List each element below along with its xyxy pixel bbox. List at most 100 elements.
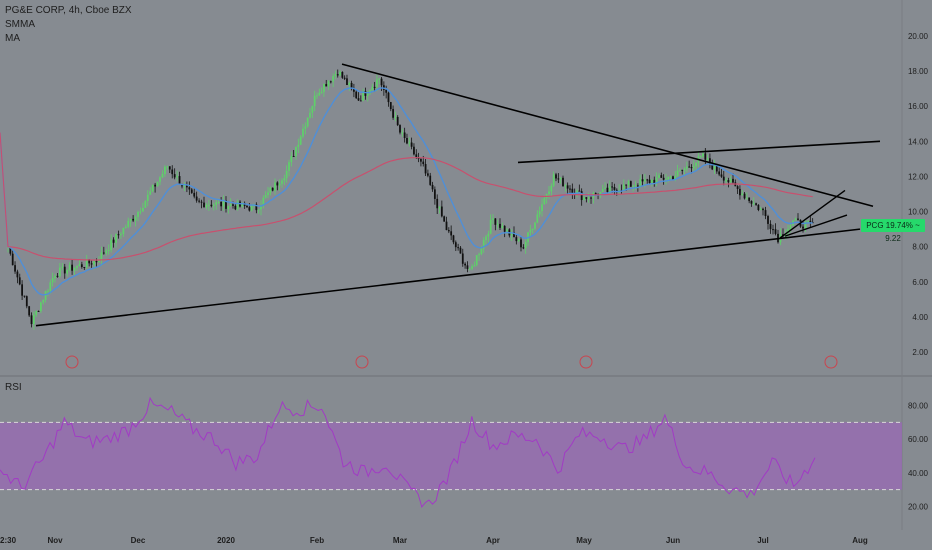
candle-body	[56, 275, 59, 277]
candle-body	[566, 185, 569, 189]
candle-body	[718, 171, 721, 175]
candle-body	[732, 178, 734, 183]
candle-body	[215, 202, 218, 205]
indicator-ma-label[interactable]: MA	[5, 33, 20, 44]
candle-body	[406, 138, 408, 144]
earnings-event-icon	[355, 355, 369, 369]
trendline	[517, 140, 881, 164]
candle-body	[606, 187, 609, 193]
candle-body	[750, 201, 753, 204]
candle-body	[690, 167, 693, 169]
candle-body	[665, 179, 667, 181]
candle-body	[76, 266, 78, 268]
candle-body	[246, 205, 248, 208]
candle-body	[550, 185, 553, 192]
candle-body	[454, 242, 457, 248]
candle-body	[722, 176, 725, 181]
candle-body	[681, 169, 684, 171]
price-tick-label: 4.00	[912, 313, 928, 322]
price-tick-label: 8.00	[912, 243, 928, 252]
candle-body	[669, 176, 672, 178]
candle-body	[217, 202, 220, 204]
candle-body	[487, 233, 490, 237]
candle-body	[625, 184, 628, 186]
smma-line	[0, 87, 813, 296]
candle-body	[688, 166, 691, 168]
candle-body	[234, 205, 237, 210]
candle-body	[755, 203, 757, 205]
candle-body	[295, 146, 297, 157]
time-tick-label: Nov	[47, 536, 63, 545]
candle-body	[176, 176, 179, 178]
candle-body	[144, 200, 147, 208]
candle-body	[627, 181, 630, 186]
candle-body	[124, 226, 127, 229]
candle-body	[313, 95, 316, 107]
candle-body	[562, 177, 564, 187]
candle-body	[195, 196, 198, 201]
candle-body	[225, 200, 227, 209]
candle-body	[492, 218, 494, 220]
candle-body	[461, 253, 464, 264]
candle-body	[21, 284, 23, 296]
candle-body	[276, 182, 279, 186]
candle-body	[729, 178, 732, 183]
candle-body	[255, 204, 258, 211]
indicator-smma-label[interactable]: SMMA	[5, 19, 35, 30]
candle-body	[18, 277, 21, 285]
candle-body	[536, 214, 539, 223]
candle-body	[674, 175, 677, 180]
candle-body	[611, 186, 614, 188]
candle-body	[513, 232, 515, 238]
earnings-event-icon	[824, 355, 838, 369]
candle-body	[520, 239, 522, 248]
candle-body	[503, 225, 506, 232]
candle-body	[44, 291, 47, 300]
candle-body	[578, 190, 581, 192]
candle-body	[362, 91, 365, 101]
candle-body	[151, 184, 154, 192]
candle-body	[494, 218, 497, 225]
candle-body	[459, 247, 462, 254]
candle-body	[267, 192, 269, 195]
candle-body	[117, 234, 120, 236]
candle-body	[517, 239, 520, 242]
time-tick-label: 2020	[217, 536, 235, 545]
candle-body	[534, 222, 536, 229]
candle-body	[475, 255, 478, 266]
candle-body	[190, 189, 193, 193]
candle-body	[480, 248, 483, 255]
rsi-pane-label[interactable]: RSI	[5, 382, 22, 393]
candle-body	[320, 91, 323, 93]
candle-body	[198, 200, 201, 202]
candle-body	[306, 117, 309, 127]
candle-body	[438, 206, 441, 209]
candle-body	[743, 193, 746, 199]
candle-body	[120, 234, 122, 236]
candle-body	[466, 265, 469, 269]
candle-body	[112, 239, 115, 243]
candle-body	[304, 126, 307, 129]
candle-body	[207, 204, 210, 206]
candle-body	[403, 132, 406, 139]
candle-body	[139, 211, 142, 213]
candle-body	[774, 229, 777, 234]
candle-body	[569, 188, 571, 190]
wedge-line-lower	[784, 214, 848, 237]
candle-body	[260, 205, 262, 210]
candle-body	[651, 179, 653, 184]
candle-body	[789, 225, 792, 230]
candle-body	[676, 170, 679, 176]
rsi-tick-label: 60.00	[908, 435, 929, 444]
candle-body	[188, 187, 191, 190]
candle-body	[401, 132, 404, 134]
candle-body	[757, 204, 760, 211]
candle-body	[752, 203, 755, 205]
candle-body	[264, 194, 267, 198]
candle-body	[269, 187, 272, 193]
candle-body	[555, 174, 557, 179]
candle-body	[424, 164, 427, 174]
candle-body	[161, 174, 164, 178]
candle-body	[529, 229, 532, 233]
candle-body	[173, 174, 176, 178]
